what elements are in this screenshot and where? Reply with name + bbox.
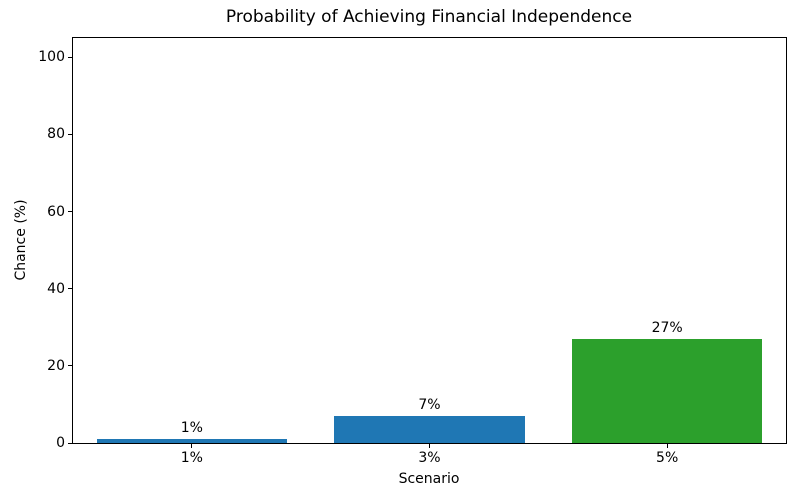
x-tick-label: 5% bbox=[656, 450, 679, 466]
y-tick-mark bbox=[68, 56, 72, 58]
y-axis-label: Chance (%) bbox=[13, 199, 29, 281]
x-tick-label: 1% bbox=[180, 450, 203, 466]
bar-5% bbox=[572, 338, 763, 443]
y-tick-label: 80 bbox=[47, 126, 65, 143]
y-tick-label: 60 bbox=[47, 203, 65, 220]
y-tick-label: 100 bbox=[38, 49, 65, 66]
y-tick-mark bbox=[68, 288, 72, 290]
y-tick-label: 20 bbox=[47, 357, 65, 374]
bar-value-label: 27% bbox=[651, 319, 683, 336]
y-tick-mark bbox=[68, 133, 72, 135]
x-tick-label: 3% bbox=[418, 450, 441, 466]
y-tick-mark bbox=[68, 211, 72, 213]
plot-area: 0 20 40 60 80 100 1% 1% 7% 3% 27% 5% bbox=[38, 37, 787, 466]
x-axis-label: Scenario bbox=[398, 471, 460, 487]
bar-3% bbox=[334, 416, 525, 443]
bar-value-label: 7% bbox=[418, 397, 441, 413]
y-tick-label: 40 bbox=[47, 280, 65, 297]
chart-title: Probability of Achieving Financial Indep… bbox=[225, 7, 633, 27]
y-tick-mark bbox=[68, 365, 72, 367]
bar-value-label: 1% bbox=[180, 420, 203, 437]
x-tick-mark bbox=[191, 444, 193, 448]
y-tick-mark bbox=[68, 442, 72, 444]
y-tick-label: 0 bbox=[56, 435, 65, 451]
x-tick-mark bbox=[429, 444, 430, 448]
x-tick-mark bbox=[666, 444, 668, 448]
bar-1% bbox=[96, 439, 287, 443]
